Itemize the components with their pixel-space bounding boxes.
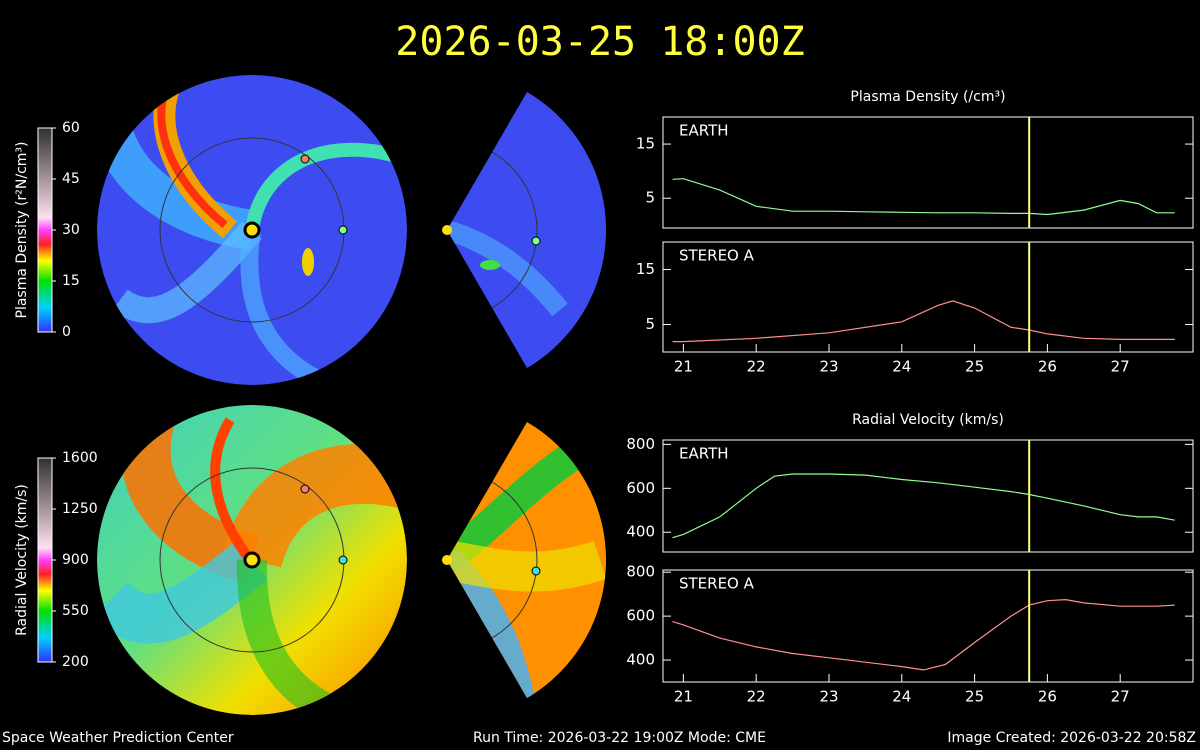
x-tick-label: 22 xyxy=(747,358,766,376)
footer-org: Space Weather Prediction Center xyxy=(2,730,234,746)
series-name: STEREO A xyxy=(679,575,755,593)
series-name: EARTH xyxy=(679,445,729,463)
colorbar-tick-label: 30 xyxy=(62,222,80,238)
colorbar-tick-label: 15 xyxy=(62,273,80,289)
y-tick-label: 400 xyxy=(626,651,655,669)
y-tick-label: 15 xyxy=(636,135,655,153)
y-tick-label: 5 xyxy=(645,189,655,207)
colorbar-tick-label: 550 xyxy=(62,603,89,619)
colorbar-tick-label: 900 xyxy=(62,552,89,568)
stereo-a-marker xyxy=(300,154,310,164)
y-tick-label: 800 xyxy=(626,563,655,581)
density-wedge xyxy=(447,92,607,368)
x-tick-label: 23 xyxy=(819,358,838,376)
colorbar-tick-label: 45 xyxy=(62,171,80,187)
colorbar-label: Radial Velocity (km/s) xyxy=(14,484,30,636)
x-tick-label: 26 xyxy=(1038,688,1057,706)
earth-marker xyxy=(338,555,348,565)
series-name: STEREO A xyxy=(679,247,755,265)
plot-frame xyxy=(662,241,1194,353)
footer-created: Image Created: 2026-03-22 20:58Z xyxy=(947,730,1196,746)
footer-run: Run Time: 2026-03-22 19:00Z Mode: CME xyxy=(473,730,766,746)
series-name: EARTH xyxy=(679,122,729,140)
sun xyxy=(243,551,261,569)
plot-frame xyxy=(662,439,1194,553)
sun xyxy=(243,221,261,239)
x-tick-label: 22 xyxy=(747,688,766,706)
y-tick-label: 15 xyxy=(636,260,655,278)
x-tick-label: 27 xyxy=(1111,688,1130,706)
main-title: 2026-03-25 18:00Z xyxy=(395,19,804,65)
x-tick-label: 21 xyxy=(674,358,693,376)
y-tick-label: 800 xyxy=(626,435,655,453)
earth-marker xyxy=(338,225,348,235)
x-tick-label: 27 xyxy=(1111,358,1130,376)
stereo-a-marker xyxy=(300,484,310,494)
earth-marker xyxy=(531,236,541,246)
earth-marker xyxy=(531,566,541,576)
series-line xyxy=(672,178,1175,216)
colorbar-tick-label: 0 xyxy=(62,324,71,340)
series-line xyxy=(672,300,1175,343)
y-tick-label: 600 xyxy=(626,479,655,497)
chart-title: Radial Velocity (km/s) xyxy=(852,412,1004,428)
sun xyxy=(442,555,452,565)
x-tick-label: 25 xyxy=(965,688,984,706)
series-line xyxy=(672,473,1175,539)
x-tick-label: 24 xyxy=(892,688,911,706)
chart-title: Plasma Density (/cm³) xyxy=(850,89,1005,105)
plot-frame xyxy=(662,569,1194,683)
colorbar-label: Plasma Density (r²N/cm³) xyxy=(14,142,30,319)
velocity-wedge xyxy=(447,422,607,698)
sun xyxy=(442,225,452,235)
x-tick-label: 25 xyxy=(965,358,984,376)
series-line xyxy=(672,598,1175,671)
x-tick-label: 24 xyxy=(892,358,911,376)
colorbar-tick-label: 1250 xyxy=(62,501,98,517)
x-tick-label: 23 xyxy=(819,688,838,706)
x-tick-label: 26 xyxy=(1038,358,1057,376)
colorbar-tick-label: 200 xyxy=(62,654,89,670)
plot-frame xyxy=(662,116,1194,229)
colorbar xyxy=(37,127,53,333)
y-tick-label: 5 xyxy=(645,315,655,333)
x-tick-label: 21 xyxy=(674,688,693,706)
colorbar-tick-label: 1600 xyxy=(62,450,98,466)
y-tick-label: 400 xyxy=(626,523,655,541)
colorbar xyxy=(37,457,53,663)
y-tick-label: 600 xyxy=(626,607,655,625)
colorbar-tick-label: 60 xyxy=(62,120,80,136)
